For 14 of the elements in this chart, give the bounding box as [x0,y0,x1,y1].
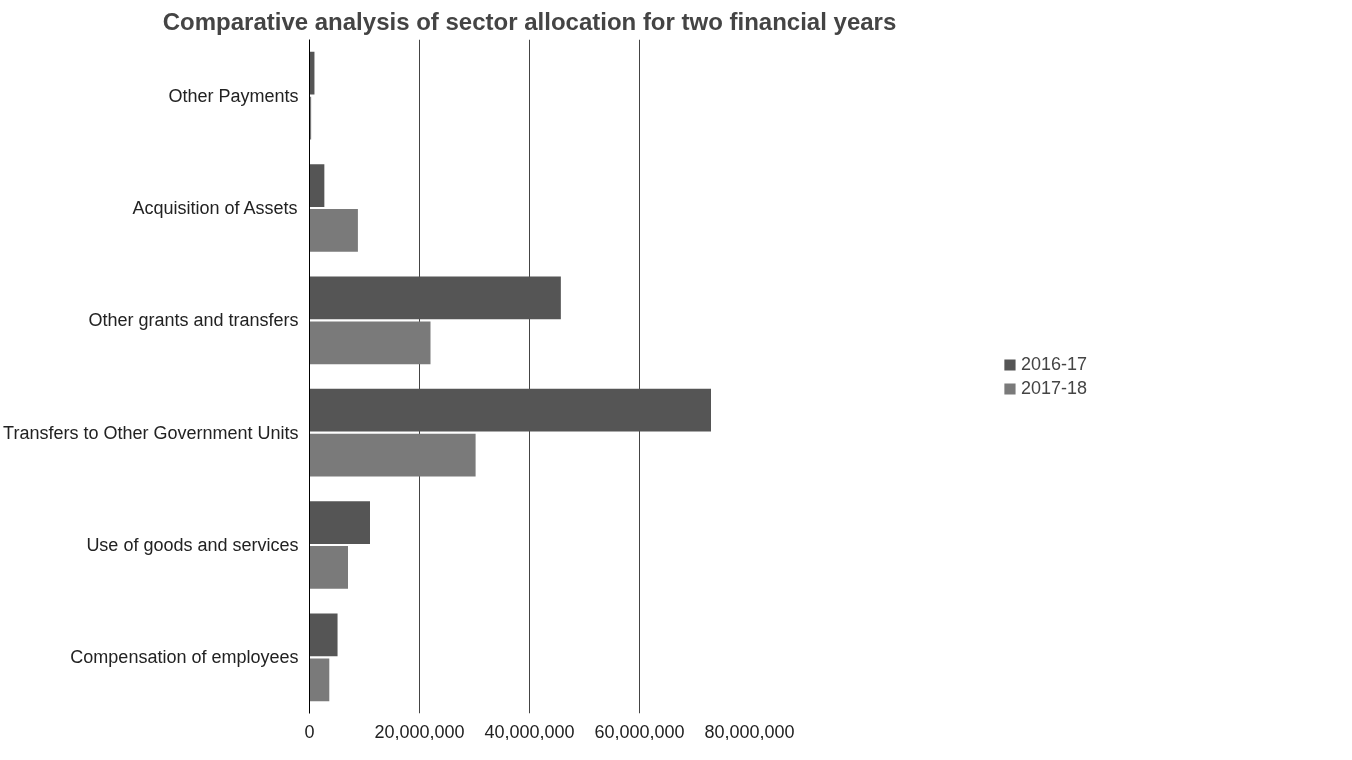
legend-label: 2016-17 [1020,353,1088,375]
x-tick-label: 80,000,000 [704,721,795,742]
y-tick-label: Other Payments [168,85,299,106]
x-tick-label: 60,000,000 [594,721,685,742]
y-tick-label: Other grants and transfers [88,310,299,331]
chart-title: Comparative analysis of sector allocation for two financial years [162,7,897,35]
x-tick-label: 20,000,000 [374,721,465,742]
y-tick-label: Use of goods and services [86,535,299,555]
legend-label: 2017-18 [1020,377,1088,399]
x-tick-label: 0 [304,721,315,742]
y-tick-label: Compensation of employees [70,647,299,668]
x-tick-label: 40,000,000 [484,721,575,742]
y-tick-label: Transfers to Other Government Units [3,422,299,443]
y-tick-label: Acquisition of Assets [132,198,298,218]
